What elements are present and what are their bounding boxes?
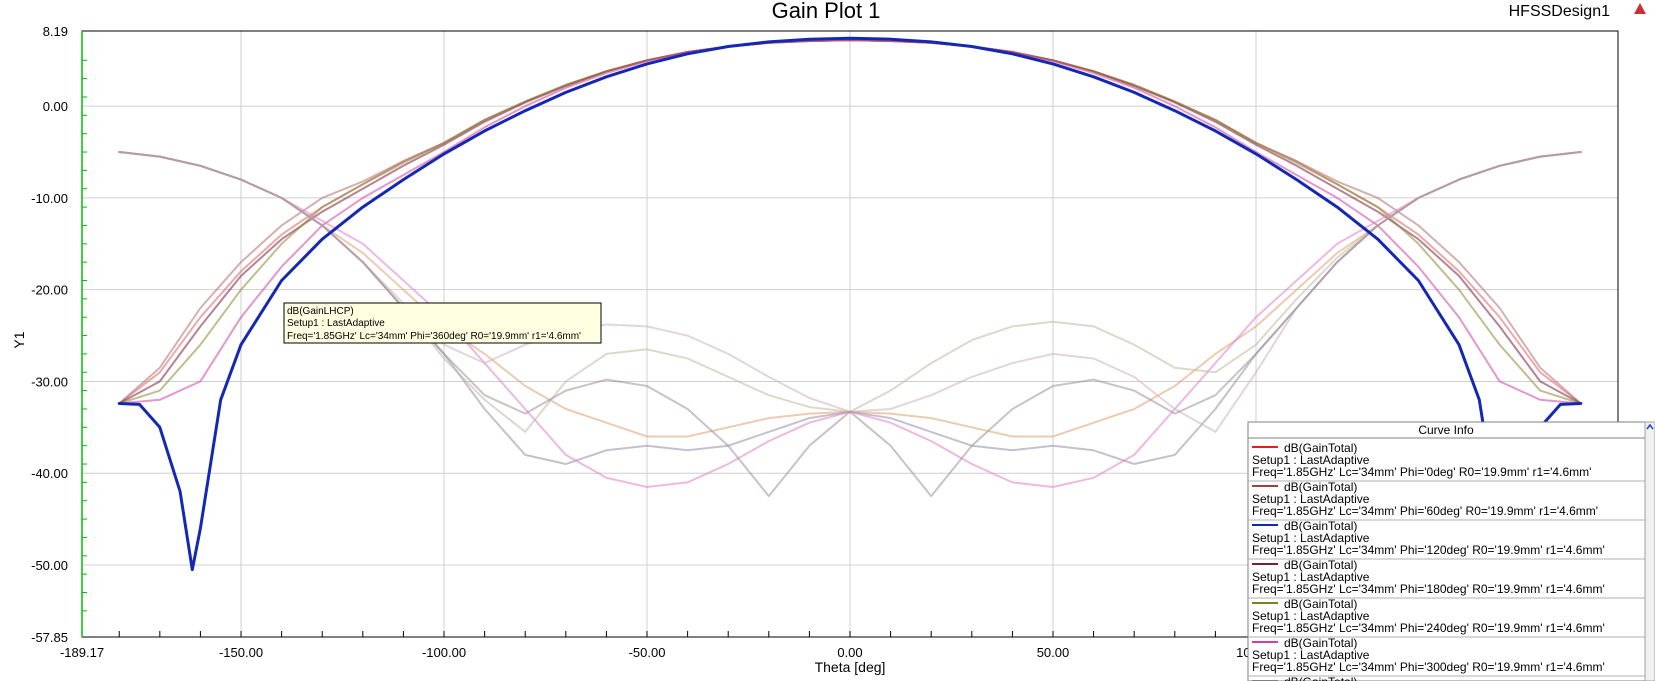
series-line-5[interactable] (118, 39, 1582, 405)
curve-info-params-1: Freq='1.85GHz' Lc='34mm' Phi='60deg' R0=… (1252, 504, 1598, 518)
x-tick-label-5: 50.00 (1037, 645, 1070, 660)
curve-info-setup-5: Setup1 : LastAdaptive (1252, 648, 1370, 662)
curve-info-name-0: dB(GainTotal) (1284, 441, 1357, 455)
curve-info-params-3: Freq='1.85GHz' Lc='34mm' Phi='180deg' R0… (1252, 582, 1605, 596)
series-line-11[interactable] (118, 151, 1582, 498)
curve-info-setup-4: Setup1 : LastAdaptive (1252, 609, 1370, 623)
y-tick-label-2: -10.00 (31, 191, 68, 206)
x-tick-label-0: -189.17 (60, 645, 104, 660)
curve-info-scrollbar[interactable] (1644, 421, 1655, 681)
y-axis-tick-labels: 8.19 0.00 -10.00 -20.00 -30.00 -40.00 -50.00 -5… (31, 24, 68, 645)
y-tick-label-7: -57.85 (31, 630, 68, 645)
tooltip-line-1: dB(GainLHCP) (287, 306, 354, 317)
y-tick-label-1: 0.00 (43, 99, 68, 114)
curve-info-params-4: Freq='1.85GHz' Lc='34mm' Phi='240deg' R0… (1252, 621, 1605, 635)
curve-info-panel[interactable]: Curve Info dB(GainTotal)Setup1 : LastAda… (1247, 421, 1655, 681)
series-group (117, 36, 1583, 572)
curve-info-name-6: dB(GainTotal) (1284, 675, 1357, 681)
y-axis-label: Y1 (11, 331, 27, 348)
curve-info-name-2: dB(GainTotal) (1284, 519, 1357, 533)
curve-info-entries: dB(GainTotal)Setup1 : LastAdaptiveFreq='… (1248, 441, 1645, 681)
curve-info-setup-0: Setup1 : LastAdaptive (1252, 453, 1370, 467)
curve-info-name-1: dB(GainTotal) (1284, 480, 1357, 494)
curve-info-params-5: Freq='1.85GHz' Lc='34mm' Phi='300deg' R0… (1252, 660, 1605, 674)
curve-info-title: Curve Info (1418, 423, 1474, 437)
x-axis-tick-labels: -189.17-150.00-100.00-50.000.0050.00100.… (60, 645, 1276, 660)
curve-info-params-0: Freq='1.85GHz' Lc='34mm' Phi='0deg' R0='… (1252, 465, 1591, 479)
curve-info-name-4: dB(GainTotal) (1284, 597, 1357, 611)
y-tick-label-3: -20.00 (31, 283, 68, 298)
scroll-up-chevron-icon[interactable] (1646, 423, 1654, 430)
design-name-label: HFSSDesign1 (1509, 3, 1610, 20)
chart-title: Gain Plot 1 (772, 0, 881, 23)
curve-info-name-3: dB(GainTotal) (1284, 558, 1357, 572)
curve-info-params-2: Freq='1.85GHz' Lc='34mm' Phi='120deg' R0… (1252, 543, 1605, 557)
x-tick-label-3: -50.00 (629, 645, 666, 660)
y-axis-ticks (81, 31, 87, 637)
tooltip-line-2: Setup1 : LastAdaptive (287, 318, 385, 329)
y-tick-label-6: -50.00 (31, 558, 68, 573)
y-tick-label-0: 8.19 (43, 24, 68, 39)
series-line-2[interactable] (117, 36, 1583, 572)
x-tick-label-1: -150.00 (219, 645, 263, 660)
tooltip-box (283, 302, 602, 344)
x-axis-label: Theta [deg] (815, 659, 886, 675)
curve-info-name-5: dB(GainTotal) (1284, 636, 1357, 650)
tooltip-line-3: Freq='1.85GHz' Lc='34mm' Phi='360deg' R0… (287, 331, 581, 342)
curve-info-setup-3: Setup1 : LastAdaptive (1252, 570, 1370, 584)
curve-tooltip: dB(GainLHCP) Setup1 : LastAdaptive Freq=… (283, 302, 602, 344)
curve-info-setup-2: Setup1 : LastAdaptive (1252, 531, 1370, 545)
x-tick-label-2: -100.00 (422, 645, 466, 660)
curve-info-box (1247, 421, 1646, 681)
design-marker-icon[interactable] (1634, 3, 1646, 14)
y-tick-label-5: -40.00 (31, 466, 68, 481)
x-tick-label-4: 0.00 (837, 645, 862, 660)
curve-info-setup-1: Setup1 : LastAdaptive (1252, 492, 1370, 506)
y-tick-label-4: -30.00 (31, 374, 68, 389)
